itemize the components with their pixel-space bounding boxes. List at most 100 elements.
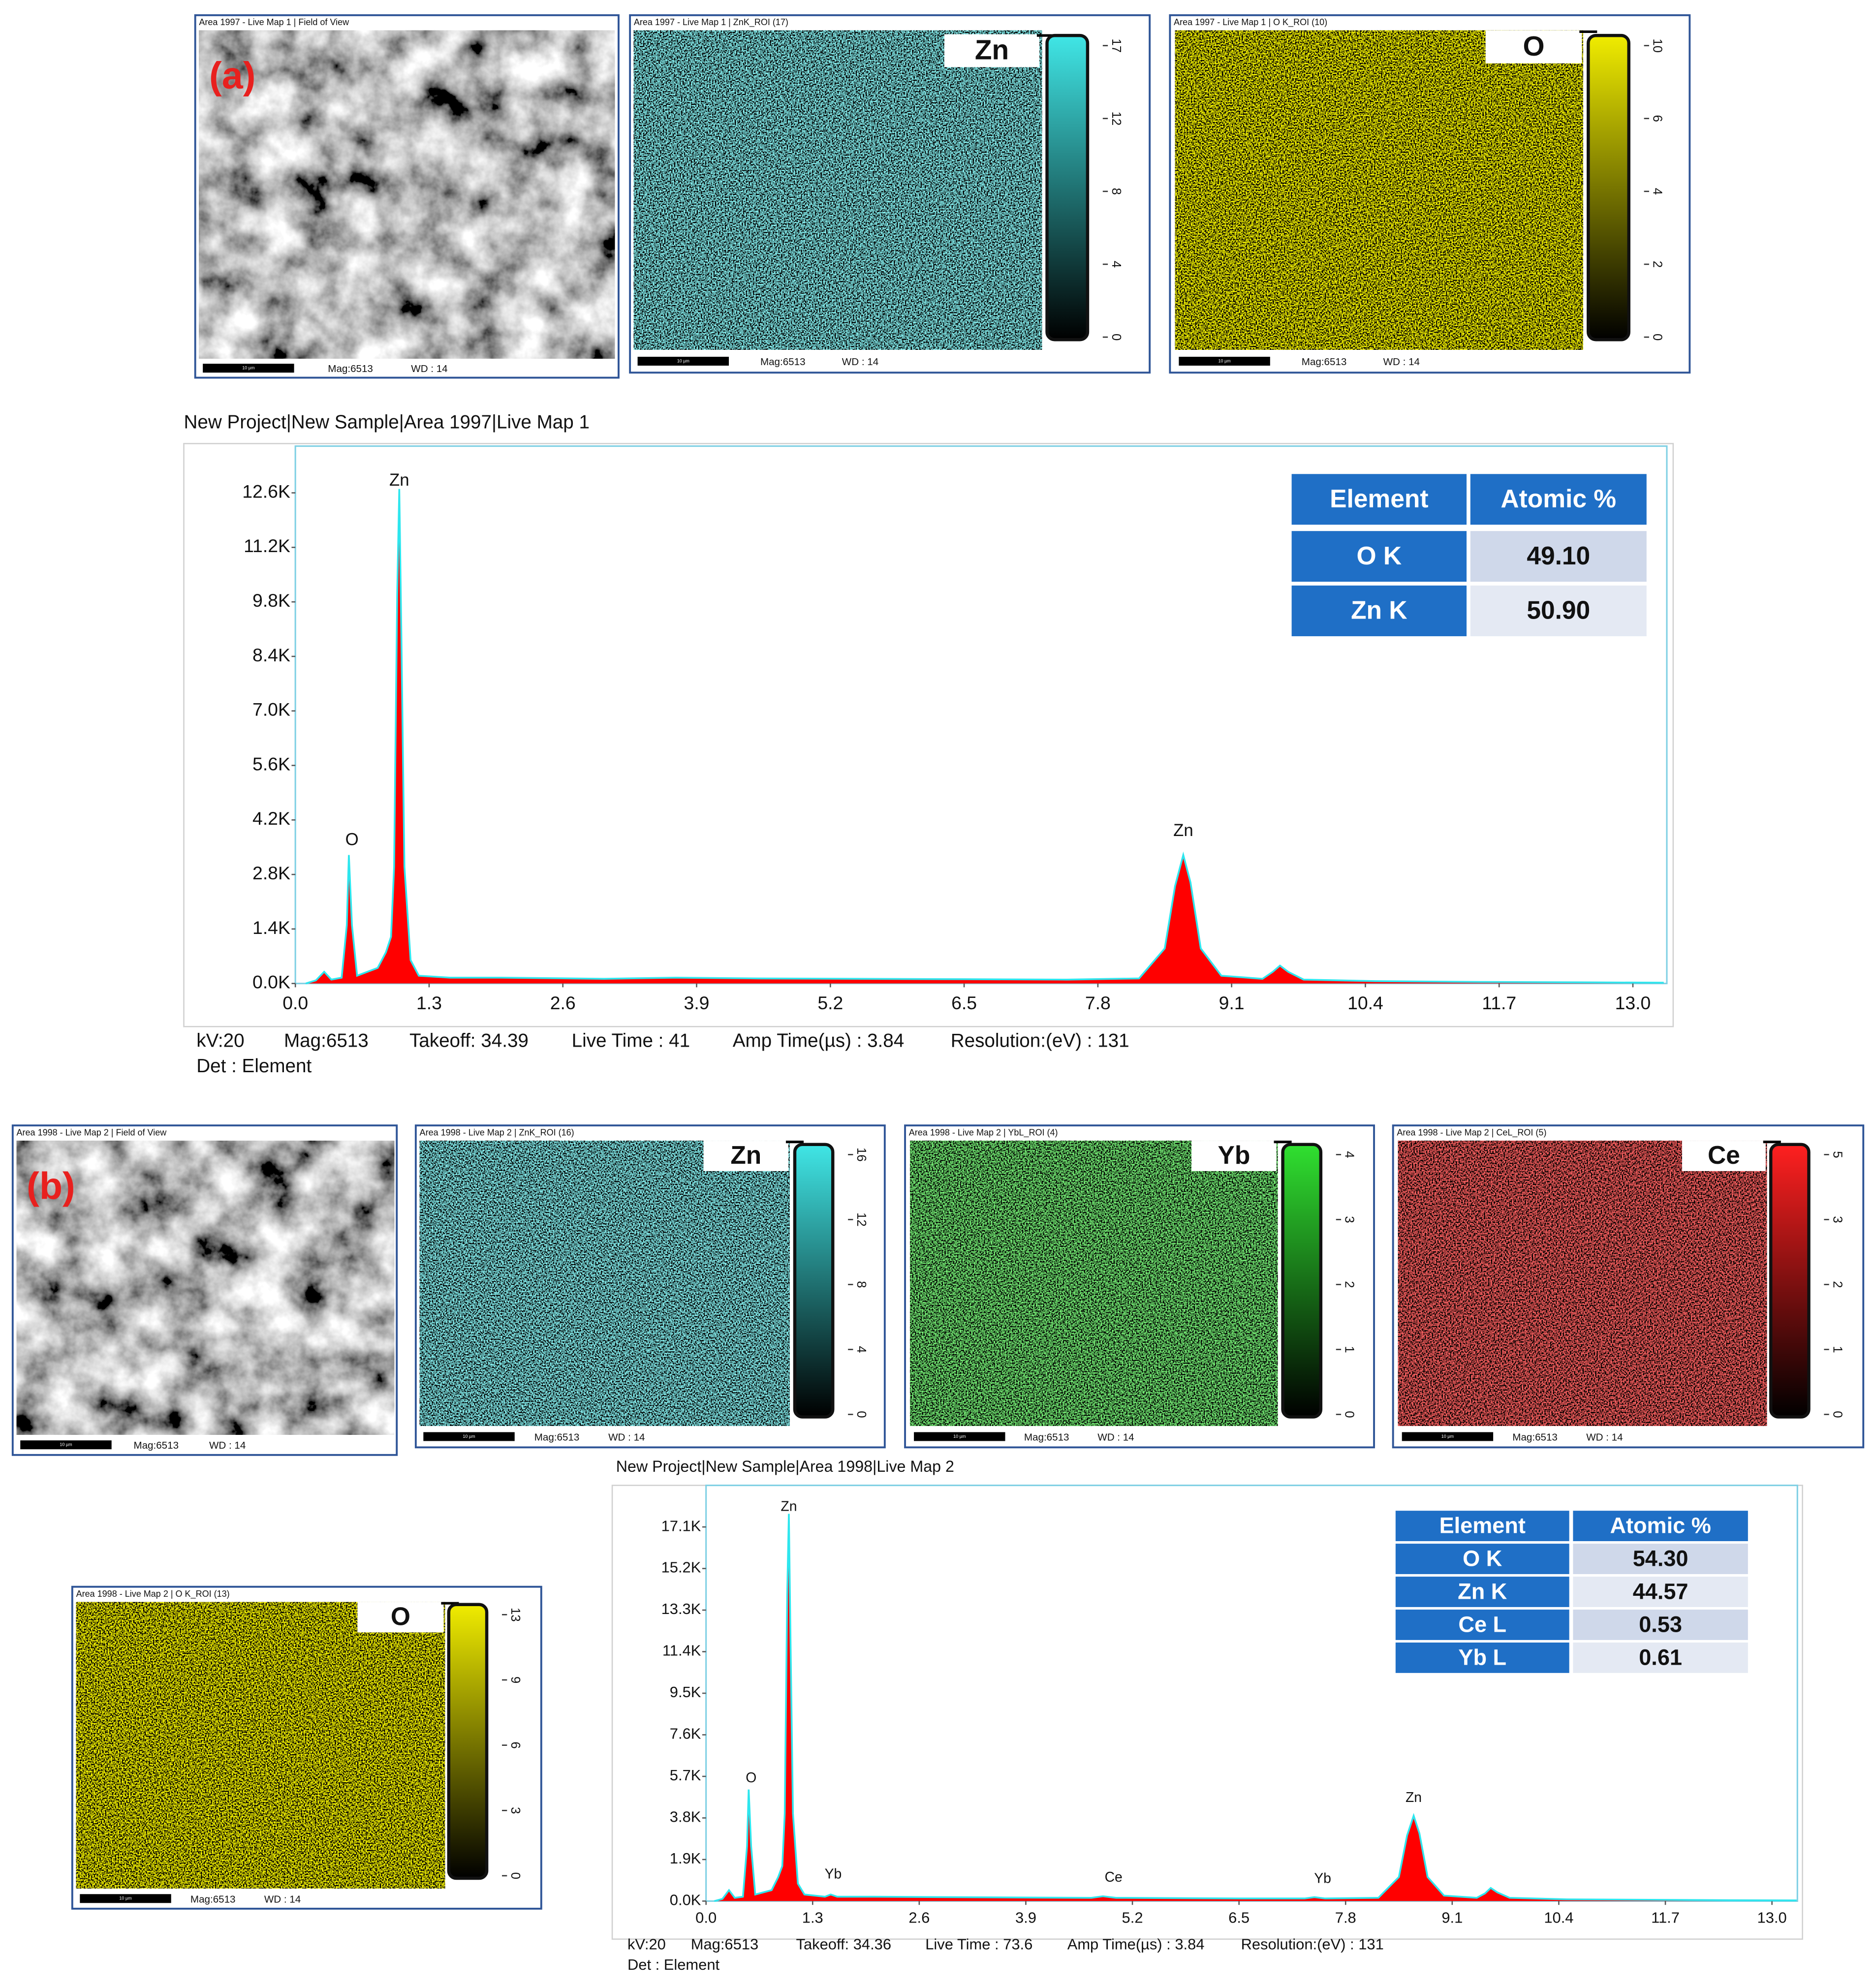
acquisition-info: Live Time : 41 [572,1030,690,1051]
scale-bar-label: 10 µm [677,358,689,363]
x-tick-label: 7.8 [1335,1909,1356,1926]
panel-label: (a) [209,55,255,97]
element-label-box [357,1602,444,1633]
element-label-box [1485,30,1582,63]
colorbar-tick-label: 6 [508,1741,522,1748]
colorbar [793,1143,835,1419]
colorbar-tick-label: 1 [1343,1346,1356,1353]
table-header: Element [1330,484,1428,513]
x-tick-label: 7.8 [1085,993,1111,1013]
panel-label: (b) [27,1165,75,1207]
element-label: Zn [730,1141,761,1169]
map-header: Area 1998 - Live Map 2 | Field of View [17,1127,167,1137]
y-tick-label: 1.4K [252,917,290,938]
y-tick-label: 1.9K [670,1850,701,1867]
table-value: 50.90 [1527,596,1590,624]
acquisition-info: Amp Time(µs) : 3.84 [1067,1936,1205,1953]
x-tick-label: 11.7 [1482,993,1516,1013]
table-cell [1395,1544,1569,1574]
x-tick-label: 1.3 [802,1909,823,1926]
scale-bar-label: 10 µm [1218,358,1230,363]
element-label: Zn [975,35,1009,66]
colorbar-tick-label: 4 [1651,188,1664,195]
table-value: 49.10 [1527,541,1590,570]
table-cell [1395,1610,1569,1640]
x-tick-label: 5.2 [1122,1909,1143,1926]
table-header: Element [1439,1513,1526,1538]
map-header: Area 1997 - Live Map 1 | O K_ROI (10) [1174,17,1327,28]
acquisition-info: Takeoff: 34.36 [796,1936,892,1953]
map-wd: WD : 14 [411,363,447,374]
scale-bar [914,1432,1005,1441]
table-cell [1291,474,1467,525]
element-map [633,30,1042,350]
scale-bar [423,1432,515,1441]
x-tick-label: 6.5 [951,993,977,1013]
colorbar-tick-label: 3 [1830,1216,1844,1223]
y-tick-label: 0.0K [252,972,290,993]
colorbar-tick-label: 0 [1343,1411,1356,1418]
table-cell [1573,1577,1748,1607]
peak-label: O [345,830,359,849]
map-mag: Mag:6513 [1024,1431,1069,1443]
x-tick-label: 2.6 [908,1909,930,1926]
map-mag: Mag:6513 [534,1431,580,1443]
y-tick-label: 9.5K [670,1683,701,1701]
colorbar [1587,33,1630,341]
map-wd: WD : 14 [1383,356,1420,368]
map-header: Area 1998 - Live Map 2 | CeL_ROI (5) [1397,1127,1546,1138]
element-label: O [391,1602,410,1631]
colorbar-tick-label: 13 [508,1608,522,1622]
map-mag: Mag:6513 [1302,356,1347,368]
sem-image [199,30,615,359]
acquisition-info: Live Time : 73.6 [925,1936,1032,1953]
table-value: 44.57 [1633,1579,1688,1604]
chart-title: New Project|New Sample|Area 1998|Live Ma… [616,1458,954,1475]
colorbar-tick-label: 16 [854,1148,868,1162]
map-wd: WD : 14 [1097,1431,1134,1443]
colorbar-tick-label: 0 [1651,334,1664,341]
table-cell [1573,1544,1748,1574]
plot-area [294,445,1668,985]
x-tick-label: 5.2 [817,993,843,1013]
table-value: 54.30 [1633,1546,1688,1571]
acquisition-info: Takeoff: 34.39 [409,1030,529,1051]
table-cell [1470,585,1647,636]
map-mag: Mag:6513 [1512,1431,1558,1443]
scale-bar [1179,357,1270,366]
peak-label: Yb [1314,1870,1331,1886]
scale-bar-label: 10 µm [1441,1434,1454,1439]
table-cell [1291,531,1467,582]
colorbar-tick-label: 4 [854,1346,868,1353]
scale-bar-label: 10 µm [242,366,254,371]
y-tick-label: 13.3K [661,1600,701,1617]
acquisition-info: Resolution:(eV) : 131 [1241,1936,1384,1953]
colorbar [447,1603,489,1880]
y-tick-label: 5.7K [670,1767,701,1784]
element-map [910,1141,1278,1426]
x-tick-label: 3.9 [1015,1909,1036,1926]
colorbar [1769,1143,1811,1419]
table-value: O K [1463,1546,1502,1571]
chart-title: New Project|New Sample|Area 1997|Live Ma… [184,411,590,433]
colorbar-tick-label: 6 [1651,115,1664,122]
y-tick-label: 0.0K [670,1892,701,1909]
map-wd: WD : 14 [842,356,878,368]
map-mag: Mag:6513 [190,1893,236,1905]
peak-label: Zn [1406,1790,1422,1805]
table-cell [1395,1577,1569,1607]
y-tick-label: 7.0K [252,699,290,720]
y-tick-label: 5.6K [252,753,290,774]
table-value: O K [1357,541,1402,570]
acquisition-info: kV:20 [627,1936,666,1953]
acquisition-info: Amp Time(µs) : 3.84 [733,1030,905,1051]
table-cell [1573,1511,1748,1541]
table-header: Atomic % [1610,1513,1711,1538]
acquisition-info: Det : Element [196,1055,312,1077]
colorbar-tick-label: 0 [1830,1411,1844,1418]
peak-label: Zn [781,1499,797,1515]
map-header: Area 1997 - Live Map 1 | ZnK_ROI (17) [634,17,788,28]
x-tick-label: 2.6 [550,993,576,1013]
